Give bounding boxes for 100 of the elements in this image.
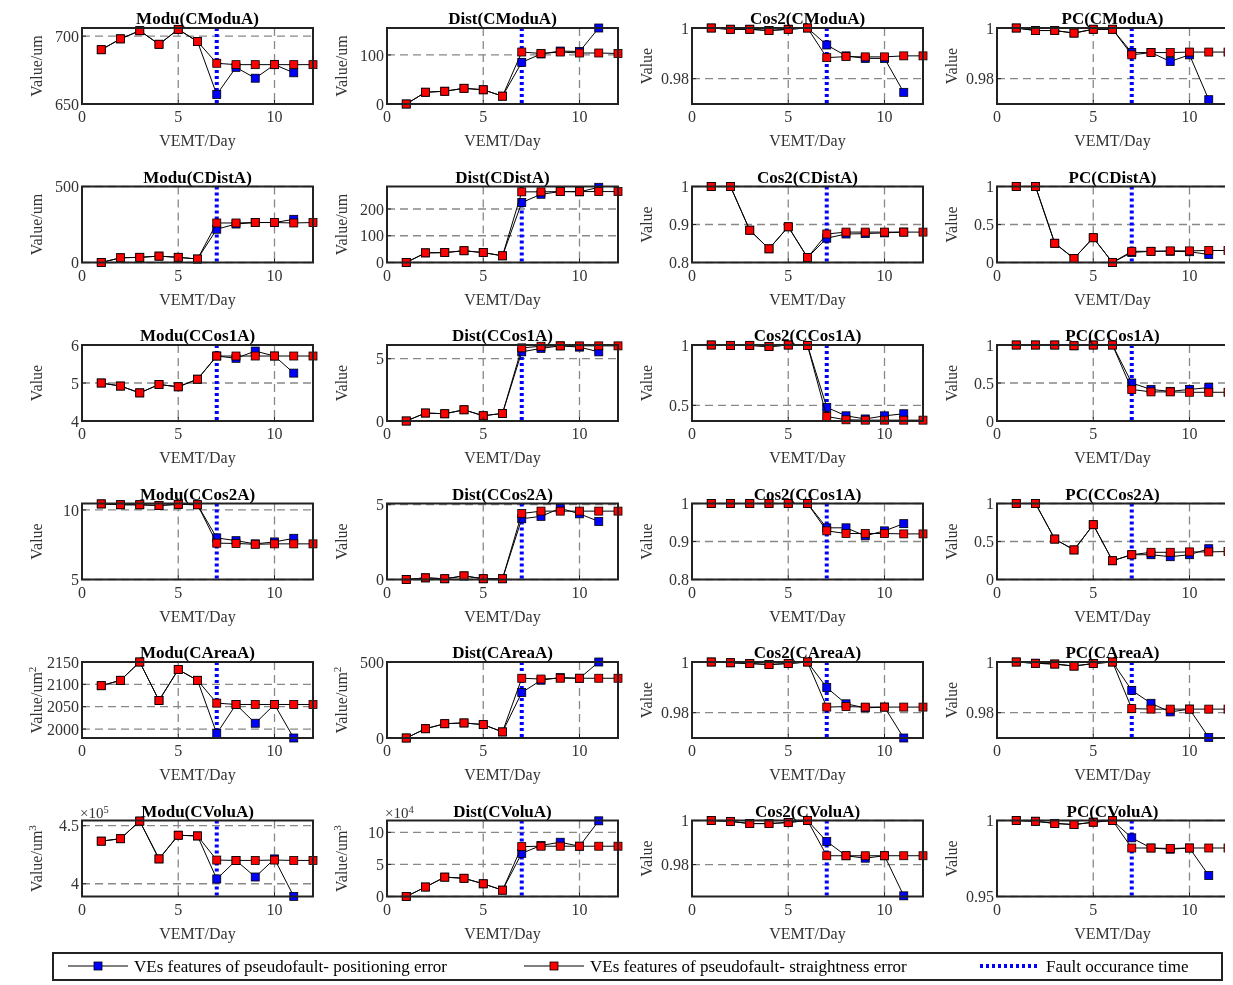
y-axis-title: Value/um — [28, 34, 45, 97]
y-axis-title: Value — [333, 523, 350, 560]
x-axis-title: VEMT/Day — [769, 449, 846, 467]
y-tick-label: 2050 — [47, 698, 79, 716]
y-axis-title: Value — [943, 840, 960, 877]
x-tick-label: 5 — [174, 900, 183, 918]
y-tick-label: 0.98 — [661, 70, 689, 88]
chart-title: PC(CDistA) — [1068, 167, 1157, 187]
y-axis-title: Value — [638, 681, 655, 719]
y-tick-label: 1 — [986, 495, 994, 513]
y-tick-label: 0.95 — [966, 888, 994, 906]
x-axis-title: VEMT/Day — [159, 290, 236, 309]
x-tick-label: 10 — [876, 425, 893, 442]
x-tick-label: 10 — [571, 900, 588, 918]
chart-title: PC(CVoluA) — [1066, 801, 1159, 821]
x-tick-label: 5 — [1089, 742, 1098, 759]
x-axis-title: VEMT/Day — [769, 290, 846, 309]
x-tick-label: 10 — [1181, 583, 1198, 601]
x-axis-title: VEMT/Day — [1074, 290, 1151, 309]
legend-label: Fault occurance time — [1046, 957, 1189, 976]
y-axis-title: Value — [638, 206, 655, 243]
y-tick-label: 0.98 — [661, 704, 689, 722]
y-axis-title: Value — [28, 523, 45, 560]
chart-title: PC(CCos1A) — [1065, 326, 1160, 345]
chart-title: Dist(CVoluA) — [453, 801, 552, 821]
y-axis-title: Value — [943, 47, 960, 85]
x-axis-title: VEMT/Day — [464, 132, 541, 150]
x-tick-label: 10 — [571, 583, 588, 601]
x-tick-label: 5 — [784, 425, 793, 442]
x-tick-label: 5 — [174, 425, 183, 442]
y-tick-label: 0 — [376, 412, 384, 430]
legend-label: VEs features of pseudofault- straightness error — [590, 957, 908, 976]
x-axis-title: VEMT/Day — [159, 132, 236, 150]
x-axis-title: VEMT/Day — [159, 607, 236, 626]
x-axis-title: VEMT/Day — [159, 924, 236, 943]
y-tick-label: 2000 — [47, 720, 79, 738]
y-tick-label: 0 — [376, 571, 384, 589]
x-tick-label: 10 — [1181, 425, 1198, 442]
y-tick-label: 0.9 — [669, 533, 689, 551]
x-tick-label: 10 — [1181, 108, 1198, 125]
chart-title: Dist(CDistA) — [455, 167, 550, 187]
x-tick-label: 5 — [174, 266, 183, 284]
x-tick-label: 5 — [1089, 266, 1098, 284]
y-tick-label: 0 — [986, 254, 994, 272]
x-tick-label: 5 — [784, 266, 793, 284]
chart-title: Modu(CVoluA) — [141, 801, 254, 821]
y-tick-label: 0 — [376, 888, 384, 906]
y-tick-label: 6 — [71, 336, 79, 354]
y-axis-title: Value — [943, 681, 960, 719]
x-tick-label: 10 — [571, 742, 588, 759]
y-tick-label: 5 — [71, 571, 79, 589]
x-axis-title: VEMT/Day — [159, 766, 236, 784]
y-axis-title: Value — [638, 364, 655, 402]
y-axis-title: Value — [28, 364, 45, 402]
y-axis-title: Value — [943, 364, 960, 402]
x-tick-label: 5 — [479, 742, 488, 759]
y-tick-label: 200 — [360, 200, 384, 218]
annotation: ×10$^{5}$ — [80, 803, 109, 821]
y-tick-label: 0.8 — [669, 254, 689, 272]
y-axis-title: Value/um — [333, 34, 350, 97]
x-tick-label: 10 — [1181, 266, 1198, 284]
y-tick-label: 0 — [376, 95, 384, 113]
y-tick-label: 1 — [681, 812, 689, 830]
x-tick-label: 5 — [784, 108, 793, 125]
chart-title: Cos2(CVoluA) — [754, 801, 861, 821]
y-axis-title: Value — [638, 523, 655, 560]
chart-title: PC(CAreaA) — [1065, 643, 1160, 662]
y-tick-label: 2100 — [47, 675, 79, 693]
chart-title: Cos2(CDistA) — [756, 167, 859, 187]
y-tick-label: 500 — [55, 178, 79, 196]
x-tick-label: 10 — [266, 266, 283, 284]
annotation: ×10$^{4}$ — [385, 803, 415, 821]
y-tick-label: 10 — [368, 823, 384, 841]
chart-title: Modu(CModuA) — [136, 9, 259, 28]
x-axis-title: VEMT/Day — [464, 607, 541, 626]
y-tick-label: 700 — [55, 27, 79, 45]
y-tick-label: 0.98 — [966, 70, 994, 88]
y-axis-title: Value — [638, 840, 655, 877]
x-tick-label: 10 — [571, 425, 588, 442]
x-tick-label: 10 — [876, 583, 893, 601]
x-axis-title: VEMT/Day — [769, 766, 846, 784]
y-tick-label: 1 — [681, 336, 689, 354]
chart-title: Cos2(CAreaA) — [753, 643, 862, 662]
chart-title: Dist(CAreaA) — [452, 643, 553, 662]
x-tick-label: 5 — [479, 583, 488, 601]
y-tick-label: 2150 — [47, 653, 79, 671]
x-tick-label: 5 — [1089, 425, 1098, 442]
x-tick-label: 10 — [266, 108, 283, 125]
x-axis-title: VEMT/Day — [159, 449, 236, 467]
chart-title: Cos2(CModuA) — [749, 9, 866, 28]
y-tick-label: 0.9 — [669, 216, 689, 234]
y-tick-label: 0.98 — [966, 704, 994, 722]
y-tick-label: 0.5 — [974, 533, 994, 551]
y-tick-label: 4.5 — [59, 817, 79, 835]
y-tick-label: 1 — [986, 653, 994, 671]
legend-label: VEs features of pseudofault- positioning error — [134, 957, 448, 976]
x-axis-title: VEMT/Day — [769, 924, 846, 943]
y-tick-label: 5 — [376, 350, 384, 368]
y-tick-label: 0 — [986, 571, 994, 589]
chart-title: PC(CCos2A) — [1065, 484, 1160, 504]
